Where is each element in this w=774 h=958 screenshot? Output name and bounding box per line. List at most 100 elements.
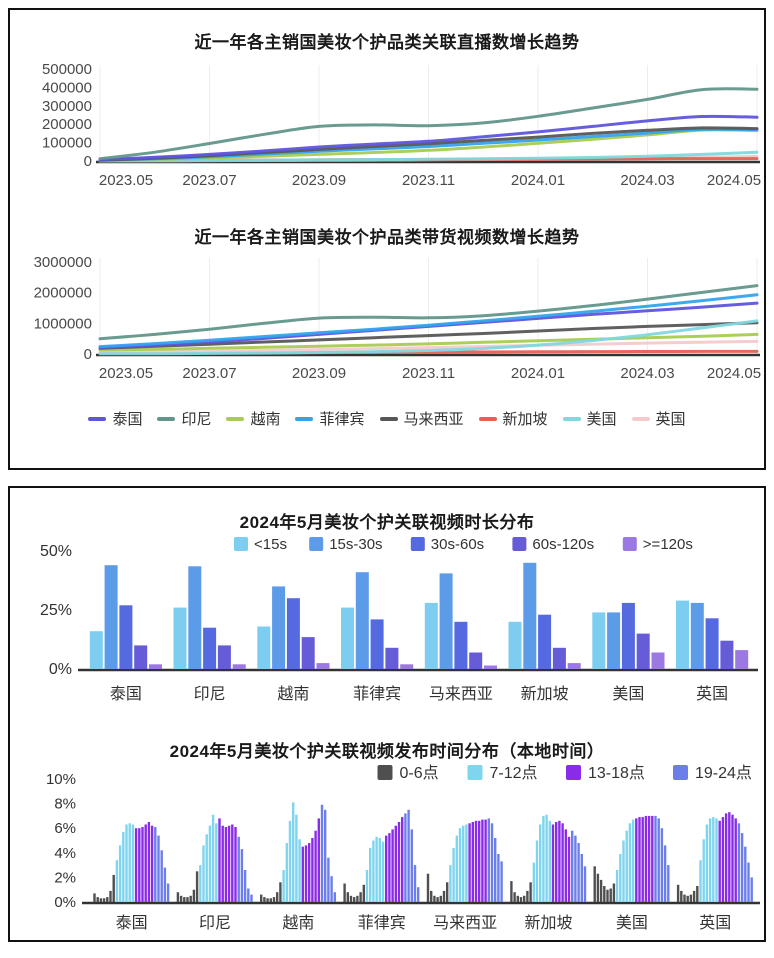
- hour-bar: [179, 895, 183, 902]
- category-label: 菲律宾: [358, 914, 406, 932]
- hour-bar: [596, 873, 600, 902]
- series-lines: [98, 87, 759, 163]
- hour-bar: [330, 876, 333, 902]
- y-tick-label: 500000: [42, 61, 92, 78]
- hour-bar: [545, 814, 548, 902]
- line-series-6: [98, 319, 759, 356]
- bar: [301, 637, 315, 669]
- bar: [484, 665, 497, 669]
- hour-bar: [580, 854, 583, 902]
- hour-bar: [211, 814, 215, 902]
- hour-bar: [122, 831, 125, 902]
- hour-bar: [628, 823, 632, 902]
- legend-swatch: [379, 416, 398, 421]
- line-series-4: [98, 321, 759, 350]
- hour-bar: [237, 836, 240, 902]
- hour-bar: [712, 817, 715, 902]
- hour-bar: [138, 828, 141, 902]
- legend-label: 7-12点: [490, 764, 538, 782]
- hour-bar: [651, 815, 654, 902]
- x-tick-label: 2023.09: [292, 365, 346, 382]
- bar: [286, 598, 300, 669]
- bar: [173, 607, 187, 669]
- hour-bar: [320, 804, 324, 902]
- hour-bar: [288, 820, 292, 902]
- x-tick-label: 2024.01: [511, 365, 565, 382]
- bar: [651, 652, 665, 669]
- bar: [705, 618, 719, 669]
- hour-bar: [740, 833, 744, 902]
- hour-bar: [699, 860, 702, 902]
- hour-bar: [465, 824, 468, 902]
- legend-item-7: 英国: [631, 408, 686, 429]
- hour-bar: [683, 894, 686, 902]
- hour-bar: [407, 809, 410, 903]
- hour-bar: [458, 828, 462, 902]
- hour-bar: [208, 825, 212, 902]
- hour-bar: [696, 886, 699, 902]
- category-label: 越南: [277, 685, 309, 703]
- x-tick-label: 2023.07: [182, 365, 236, 382]
- hour-bar: [317, 818, 320, 902]
- category-label: 印尼: [199, 914, 231, 932]
- hour-bar: [144, 824, 147, 902]
- bar: [690, 602, 704, 669]
- hour-bar: [654, 815, 657, 902]
- bar: [676, 600, 689, 669]
- y-tick-label: 0: [84, 153, 92, 170]
- x-tick-label: 2024.01: [511, 172, 565, 189]
- hour-bar: [606, 889, 609, 902]
- hour-bar: [234, 827, 237, 902]
- hour-bar: [353, 897, 356, 902]
- legend-swatch: [295, 416, 314, 421]
- y-axis: 0 1000000 2000000 3000000: [34, 254, 92, 363]
- hour-bar: [561, 823, 564, 902]
- legend-swatch: [566, 765, 581, 780]
- hour-bar: [272, 897, 276, 902]
- legend-swatch: [157, 416, 176, 421]
- hour-bar: [500, 861, 503, 902]
- country-legend: 泰国 印尼 越南 菲律宾 马来西亚 新加坡 美国 英国: [10, 408, 764, 429]
- y-tick-label: 3000000: [34, 254, 92, 271]
- bar: [424, 602, 438, 669]
- hour-bar: [641, 817, 644, 902]
- hour-bar: [391, 829, 394, 902]
- hour-bar: [510, 881, 513, 902]
- hour-bar: [301, 846, 304, 903]
- hour-bar: [349, 895, 353, 902]
- hour-bar: [452, 847, 455, 902]
- hour-bar: [436, 897, 439, 902]
- legend-item-4: 马来西亚: [379, 408, 464, 429]
- y-tick-label: 400000: [42, 79, 92, 96]
- y-tick-label: 200000: [42, 116, 92, 133]
- hour-bar: [532, 862, 535, 902]
- hour-bar: [644, 815, 648, 902]
- legend-swatch: [673, 765, 688, 780]
- hour-bar: [285, 843, 288, 902]
- hour-bar: [442, 890, 446, 902]
- hour-bar: [112, 874, 115, 902]
- hour-bar: [615, 870, 619, 902]
- bar: [439, 573, 453, 669]
- hour-bar: [356, 895, 359, 902]
- hour-bar: [215, 823, 218, 902]
- category-label: 新加坡: [521, 685, 569, 703]
- x-tick-label: 2023.07: [182, 172, 236, 189]
- hour-bar: [266, 898, 269, 902]
- hour-bar: [394, 825, 397, 902]
- hour-bar: [227, 825, 231, 902]
- hour-bar: [542, 815, 545, 902]
- legend-swatch: [377, 765, 393, 780]
- category-label: 菲律宾: [353, 685, 401, 703]
- bar: [119, 605, 133, 669]
- hour-bar: [446, 882, 449, 902]
- bar: [217, 645, 231, 669]
- gridlines: [99, 65, 758, 161]
- hour-bar: [609, 888, 612, 902]
- legend-label: 美国: [586, 411, 617, 428]
- hour-bar: [625, 830, 628, 902]
- hour-bar: [147, 822, 151, 902]
- legend-label: 泰国: [112, 411, 143, 428]
- hour-bar: [231, 824, 234, 902]
- hour-bar: [106, 897, 109, 902]
